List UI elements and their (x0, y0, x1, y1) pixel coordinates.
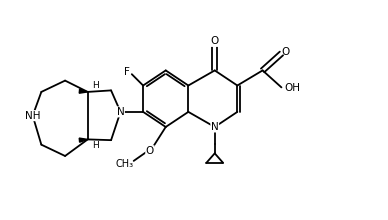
Text: O: O (146, 146, 154, 156)
Polygon shape (79, 138, 88, 142)
Text: N: N (211, 122, 218, 132)
Text: OH: OH (285, 83, 301, 93)
Text: CH₃: CH₃ (115, 159, 133, 169)
Text: NH: NH (25, 111, 40, 121)
Text: O: O (211, 36, 219, 46)
Text: H: H (92, 81, 99, 90)
Text: N: N (117, 107, 125, 117)
Text: F: F (124, 67, 130, 77)
Text: O: O (281, 47, 289, 57)
Polygon shape (79, 89, 88, 93)
Text: H: H (92, 141, 99, 150)
